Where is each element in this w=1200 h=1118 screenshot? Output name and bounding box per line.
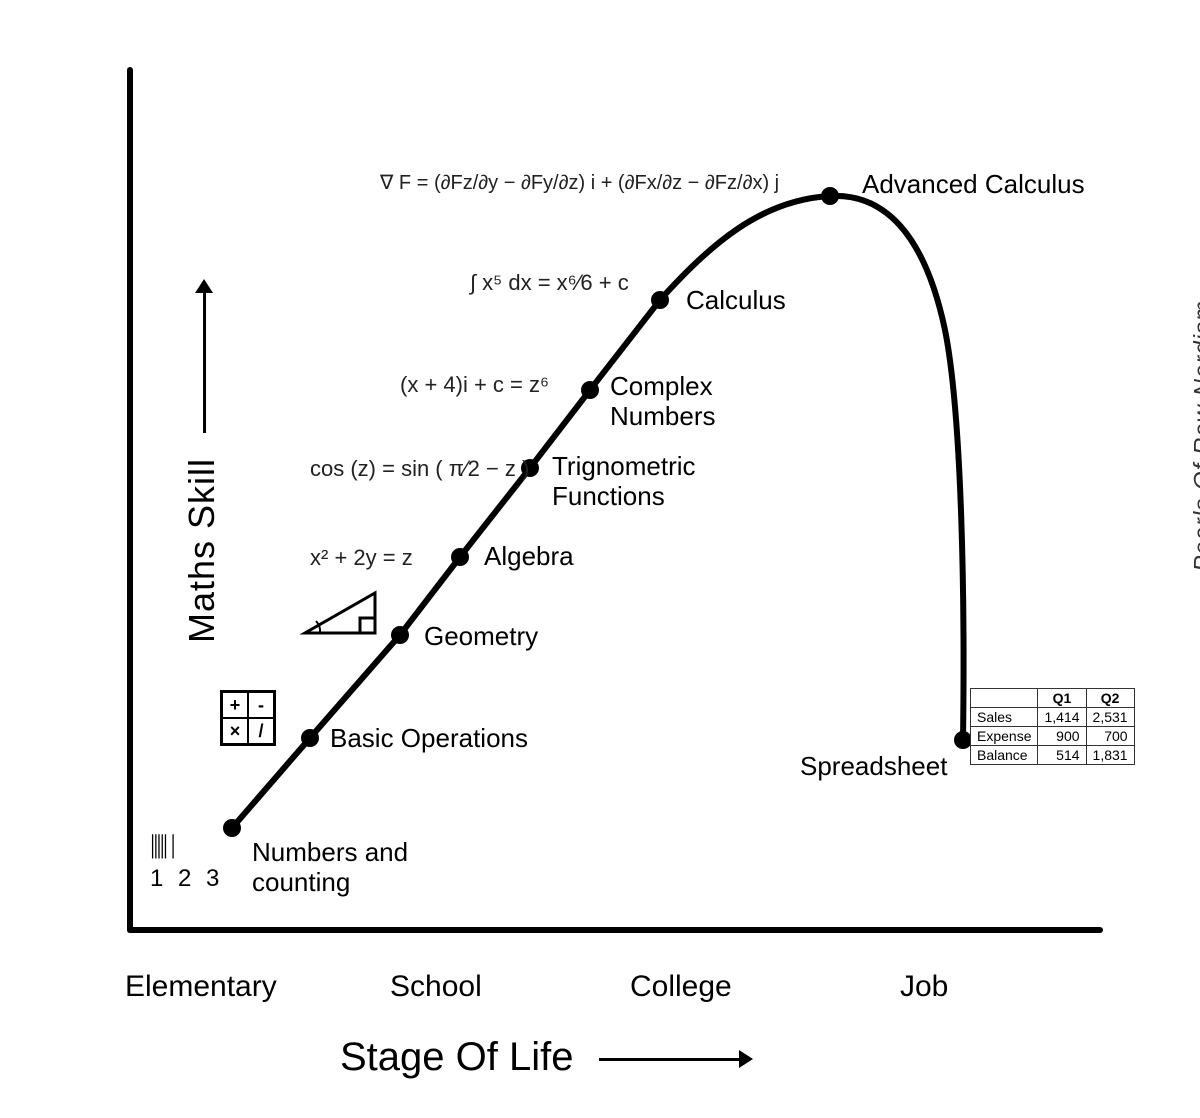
- chart-svg: [0, 0, 1200, 1118]
- sheet-col-blank: [971, 689, 1038, 708]
- marker-complex: [581, 381, 599, 399]
- x-tick-school: School: [390, 970, 482, 1004]
- op-plus: +: [222, 692, 248, 718]
- sheet-col-q2: Q2: [1086, 689, 1134, 708]
- sheet-r3c0: Balance: [971, 746, 1038, 765]
- numbers-123: 1 2 3: [150, 865, 223, 893]
- marker-calc: [651, 291, 669, 309]
- label-advcalc: Advanced Calculus: [862, 170, 1085, 200]
- label-sheet: Spreadsheet: [800, 752, 947, 782]
- formula-trig: cos (z) = sin ( π⁄2 − z ): [310, 456, 529, 482]
- y-axis-arrow-line: [203, 293, 206, 433]
- sheet-r3c1: 514: [1038, 746, 1086, 765]
- op-div: /: [248, 718, 274, 744]
- marker-numbers: [223, 819, 241, 837]
- formula-curl: ∇ F = (∂Fz/∂y − ∂Fy/∂z) i + (∂Fx/∂z − ∂F…: [380, 170, 800, 195]
- x-axis-title-text: Stage Of Life: [340, 1035, 573, 1079]
- geometry-doodle: [300, 588, 390, 653]
- label-basicops: Basic Operations: [330, 724, 528, 754]
- formula-integral: ∫ x⁵ dx = x⁶⁄6 + c: [470, 270, 629, 296]
- sheet-r2c1: 900: [1038, 727, 1086, 746]
- table-row: Expense 900 700: [971, 727, 1135, 746]
- sheet-r2c2: 700: [1086, 727, 1134, 746]
- sheet-r1c0: Sales: [971, 708, 1038, 727]
- marker-advcalc: [821, 187, 839, 205]
- formula-complex: (x + 4)i + c = z⁶: [400, 372, 549, 398]
- label-complex: Complex Numbers: [610, 372, 715, 432]
- sheet-r1c2: 2,531: [1086, 708, 1134, 727]
- label-calc: Calculus: [686, 286, 786, 316]
- label-numbers: Numbers and counting: [252, 838, 408, 898]
- y-axis-title-text: Maths Skill: [181, 458, 222, 643]
- sheet-r3c2: 1,831: [1086, 746, 1134, 765]
- table-row: Sales 1,414 2,531: [971, 708, 1135, 727]
- marker-algebra: [451, 548, 469, 566]
- formula-algebra: x² + 2y = z: [310, 545, 413, 571]
- marker-geometry: [391, 626, 409, 644]
- spreadsheet-table: Q1 Q2 Sales 1,414 2,531 Expense 900 700 …: [970, 688, 1135, 765]
- x-tick-job: Job: [900, 970, 948, 1004]
- label-trig: Trignometric Functions: [552, 452, 696, 512]
- op-minus: -: [248, 692, 274, 718]
- table-row: Balance 514 1,831: [971, 746, 1135, 765]
- basicops-doodle: + - × /: [220, 690, 276, 746]
- x-axis-arrow-head: [739, 1050, 753, 1068]
- tally-marks: ||||| |: [150, 830, 174, 860]
- op-mul: ×: [222, 718, 248, 744]
- sheet-col-q1: Q1: [1038, 689, 1086, 708]
- spreadsheet-doodle: Q1 Q2 Sales 1,414 2,531 Expense 900 700 …: [970, 688, 1135, 765]
- label-geometry: Geometry: [424, 622, 538, 652]
- x-axis-arrow-line: [599, 1058, 739, 1061]
- sheet-r2c0: Expense: [971, 727, 1038, 746]
- chart-stage: Maths Skill Stage Of Life Elementary Sch…: [0, 0, 1200, 1118]
- x-tick-elementary: Elementary: [125, 970, 277, 1004]
- y-axis-title: Maths Skill: [181, 279, 223, 643]
- marker-basicops: [301, 729, 319, 747]
- x-axis-title: Stage Of Life: [340, 1035, 753, 1080]
- x-tick-college: College: [630, 970, 732, 1004]
- sheet-r1c1: 1,414: [1038, 708, 1086, 727]
- attribution-text: Pearls Of Raw Nerdism: [1190, 300, 1200, 572]
- label-algebra: Algebra: [484, 542, 574, 572]
- y-axis-arrow-head: [196, 279, 214, 293]
